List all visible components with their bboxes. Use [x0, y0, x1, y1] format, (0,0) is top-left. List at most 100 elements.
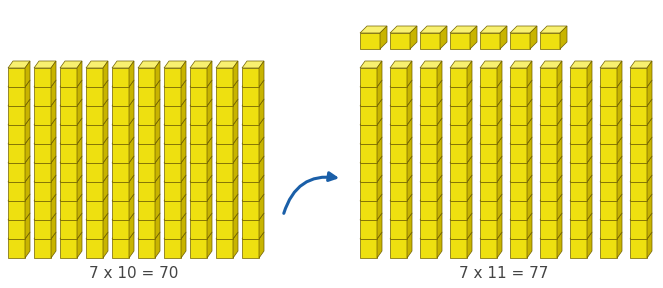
Polygon shape	[190, 68, 207, 87]
Polygon shape	[190, 61, 212, 68]
Polygon shape	[360, 106, 377, 125]
Polygon shape	[138, 213, 160, 220]
Polygon shape	[557, 80, 562, 106]
Polygon shape	[647, 137, 652, 163]
Polygon shape	[497, 61, 502, 87]
Polygon shape	[510, 106, 527, 125]
Polygon shape	[630, 144, 647, 163]
Polygon shape	[242, 87, 259, 106]
Polygon shape	[164, 118, 186, 125]
Polygon shape	[390, 232, 412, 239]
Polygon shape	[34, 194, 56, 201]
Polygon shape	[647, 232, 652, 258]
Polygon shape	[242, 99, 264, 106]
Polygon shape	[570, 87, 587, 106]
Polygon shape	[407, 232, 412, 258]
Polygon shape	[390, 61, 412, 68]
Polygon shape	[207, 80, 212, 106]
Polygon shape	[181, 80, 186, 106]
Polygon shape	[259, 213, 264, 239]
Polygon shape	[34, 118, 56, 125]
Polygon shape	[181, 61, 186, 87]
Polygon shape	[86, 213, 108, 220]
Polygon shape	[437, 61, 442, 87]
Polygon shape	[242, 194, 264, 201]
Polygon shape	[497, 194, 502, 220]
Polygon shape	[420, 220, 437, 239]
Polygon shape	[233, 137, 238, 163]
Text: 7 x 11 = 77: 7 x 11 = 77	[459, 266, 548, 281]
Polygon shape	[570, 194, 592, 201]
Polygon shape	[510, 194, 532, 201]
Polygon shape	[155, 175, 160, 201]
Polygon shape	[437, 99, 442, 125]
Polygon shape	[34, 182, 51, 201]
Polygon shape	[557, 175, 562, 201]
Polygon shape	[259, 232, 264, 258]
Polygon shape	[510, 68, 527, 87]
Polygon shape	[164, 125, 181, 144]
Polygon shape	[530, 26, 537, 49]
Polygon shape	[540, 163, 557, 182]
Polygon shape	[8, 201, 25, 220]
Polygon shape	[390, 68, 407, 87]
Polygon shape	[600, 68, 617, 87]
Polygon shape	[467, 118, 472, 144]
Polygon shape	[155, 118, 160, 144]
Polygon shape	[557, 213, 562, 239]
Polygon shape	[51, 232, 56, 258]
Polygon shape	[60, 182, 77, 201]
Polygon shape	[540, 213, 562, 220]
Polygon shape	[77, 156, 82, 182]
Polygon shape	[129, 118, 134, 144]
Polygon shape	[190, 239, 207, 258]
Polygon shape	[8, 239, 25, 258]
Polygon shape	[25, 232, 30, 258]
Polygon shape	[480, 239, 497, 258]
Polygon shape	[470, 26, 477, 49]
Polygon shape	[242, 182, 259, 201]
Polygon shape	[510, 26, 537, 33]
Polygon shape	[112, 144, 129, 163]
Polygon shape	[181, 175, 186, 201]
Polygon shape	[450, 80, 472, 87]
Polygon shape	[450, 61, 472, 68]
Polygon shape	[242, 156, 264, 163]
Polygon shape	[497, 213, 502, 239]
Polygon shape	[360, 213, 382, 220]
Polygon shape	[377, 194, 382, 220]
Polygon shape	[233, 61, 238, 87]
Polygon shape	[630, 182, 647, 201]
Polygon shape	[617, 175, 622, 201]
Polygon shape	[450, 201, 467, 220]
Polygon shape	[190, 156, 212, 163]
Polygon shape	[450, 68, 467, 87]
Polygon shape	[51, 156, 56, 182]
Polygon shape	[600, 61, 622, 68]
Polygon shape	[437, 156, 442, 182]
Polygon shape	[25, 137, 30, 163]
Polygon shape	[450, 118, 472, 125]
Polygon shape	[77, 99, 82, 125]
Polygon shape	[570, 137, 592, 144]
Polygon shape	[420, 87, 437, 106]
Polygon shape	[450, 125, 467, 144]
Polygon shape	[155, 80, 160, 106]
Polygon shape	[630, 125, 647, 144]
Polygon shape	[216, 68, 233, 87]
Polygon shape	[360, 194, 382, 201]
Polygon shape	[480, 106, 497, 125]
Polygon shape	[557, 99, 562, 125]
Polygon shape	[8, 182, 25, 201]
Polygon shape	[190, 106, 207, 125]
Polygon shape	[600, 194, 622, 201]
Polygon shape	[390, 201, 407, 220]
Polygon shape	[587, 118, 592, 144]
Polygon shape	[630, 213, 652, 220]
Polygon shape	[242, 144, 259, 163]
Polygon shape	[540, 182, 557, 201]
Polygon shape	[647, 156, 652, 182]
Polygon shape	[510, 144, 527, 163]
Polygon shape	[242, 137, 264, 144]
Polygon shape	[216, 80, 238, 87]
